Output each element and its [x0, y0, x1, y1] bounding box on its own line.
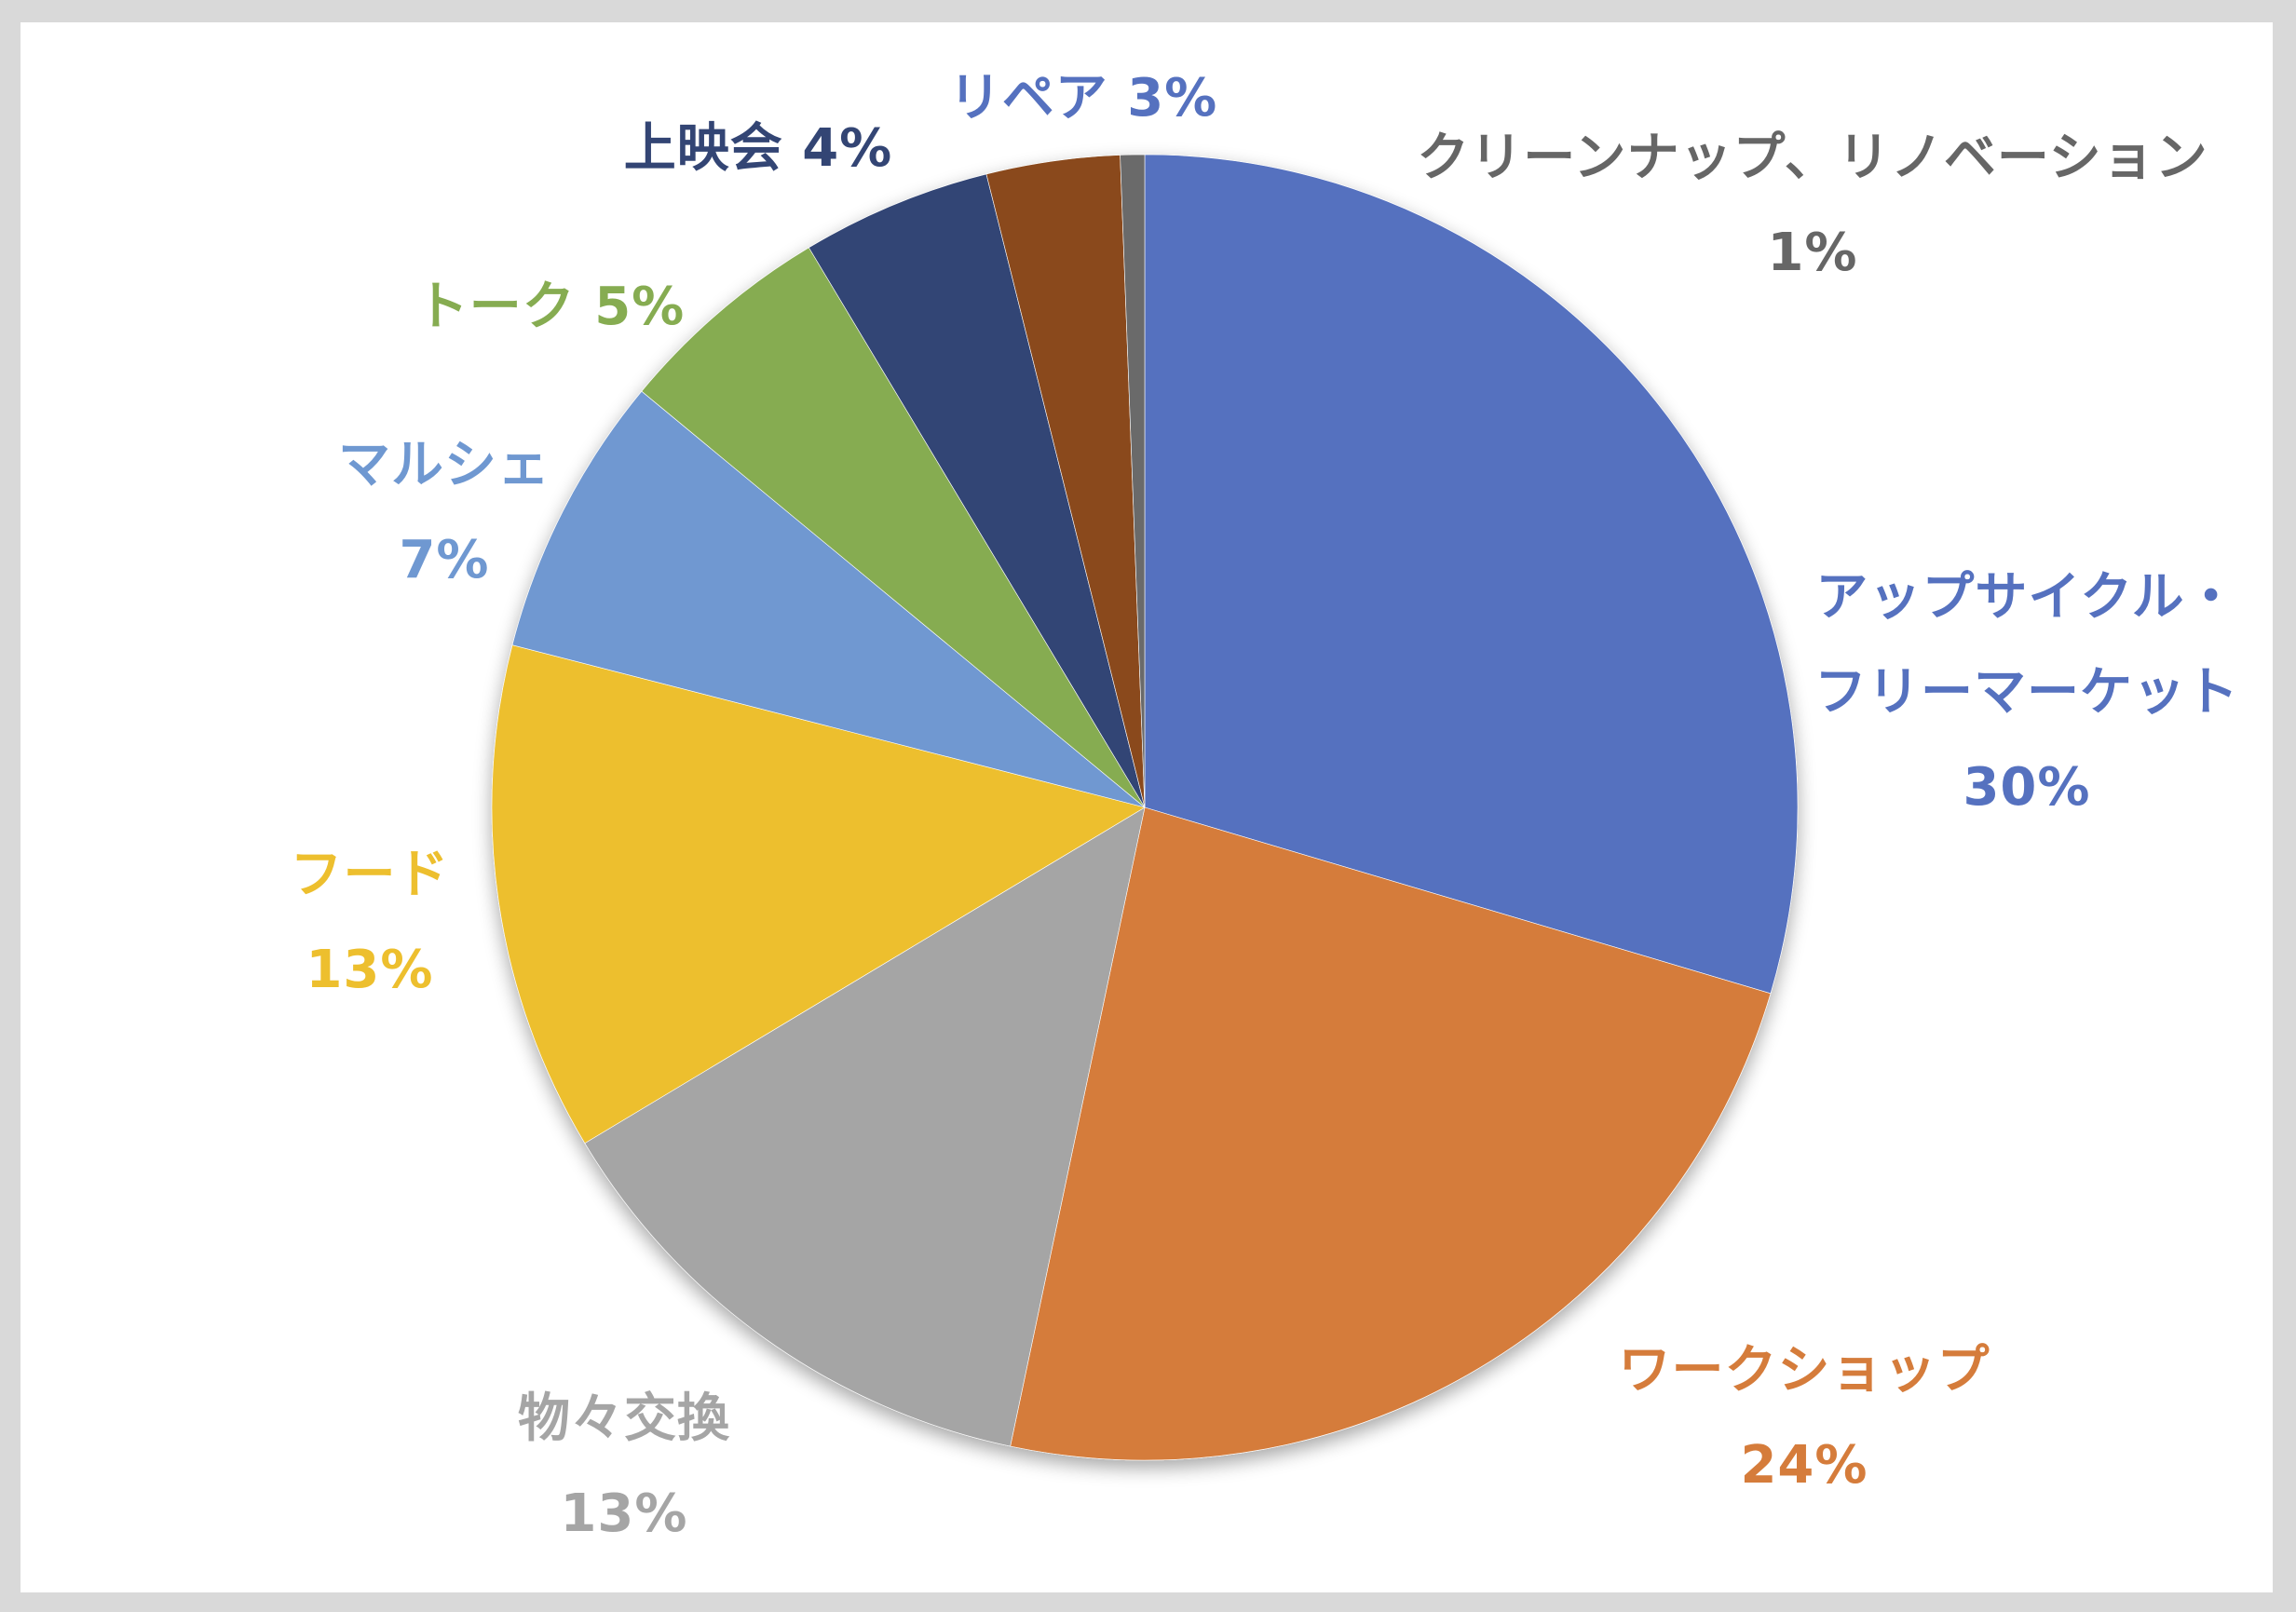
pie-slice — [1120, 154, 1146, 808]
pie-slice — [511, 390, 1146, 808]
label-talk: トーク 5% — [416, 281, 686, 333]
pie-slice — [491, 644, 1146, 1145]
label-repair: リペア 3% — [949, 73, 1218, 125]
label-upcycle-line2: フリーマーケット — [1814, 662, 2239, 723]
pie-slice — [1144, 154, 1799, 995]
pie-slice — [641, 247, 1146, 808]
label-cleanup-renovation: クリーンナップ、リノベーション 1% — [1417, 132, 2208, 279]
label-barter: 物々交換 13% — [518, 1393, 730, 1540]
label-barter-name: 物々交換 — [518, 1388, 730, 1449]
label-cleanup-pct: 1% — [1767, 223, 1858, 283]
label-food: フード 13% — [291, 849, 450, 996]
label-food-name: フード — [290, 845, 450, 905]
label-marche-pct: 7% — [399, 530, 490, 590]
label-upcycle-flea-market: アップサイクル・ フリーマーケット 30% — [1814, 572, 2239, 814]
label-workshop-pct: 24% — [1740, 1435, 1868, 1496]
label-marche: マルシェ 7% — [338, 440, 550, 587]
label-screening: 上映会 4% — [624, 123, 893, 175]
label-barter-pct: 13% — [560, 1483, 688, 1544]
label-upcycle-line1: アップサイクル・ — [1815, 567, 2238, 628]
label-talk-text: トーク 5% — [415, 277, 686, 337]
label-food-pct: 13% — [306, 940, 434, 1000]
label-repair-text: リペア 3% — [948, 68, 1218, 129]
label-screening-text: 上映会 4% — [623, 118, 893, 179]
label-marche-name: マルシェ — [338, 435, 550, 495]
pie-slice — [1010, 806, 1772, 1461]
label-upcycle-pct: 30% — [1963, 757, 2091, 818]
label-workshop-name: ワークショップ — [1618, 1340, 1990, 1401]
pie-slice — [808, 173, 1146, 808]
pie-slice — [584, 806, 1146, 1447]
label-cleanup-name: クリーンナップ、リノベーション — [1417, 128, 2208, 188]
label-workshop: ワークショップ 24% — [1619, 1345, 1990, 1492]
